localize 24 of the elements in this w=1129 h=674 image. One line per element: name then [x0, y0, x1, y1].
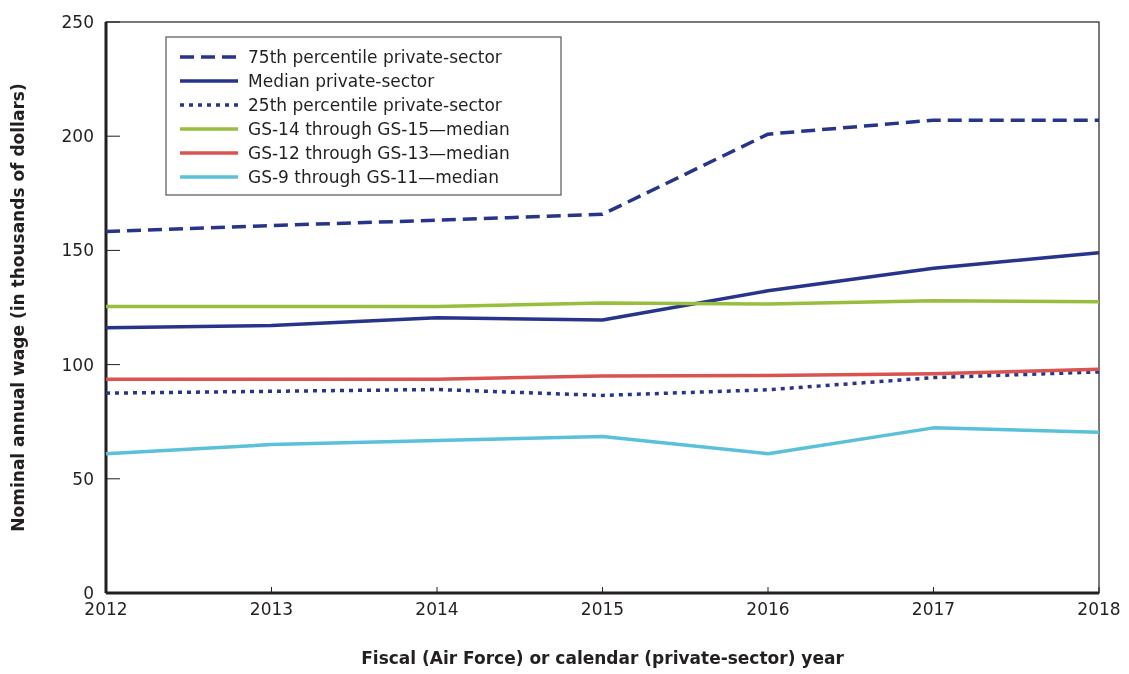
x-tick-label: 2018 [1077, 599, 1121, 619]
legend-label: Median private-sector [248, 70, 435, 91]
y-tick-label: 50 [72, 468, 94, 489]
legend-label: 25th percentile private-sector [248, 94, 502, 115]
line-series [104, 118, 1101, 234]
x-tick-label: 2016 [746, 599, 790, 619]
line-series [104, 426, 1101, 456]
y-tick-label: 150 [61, 240, 94, 261]
x-tick-label: 2014 [415, 599, 459, 619]
x-axis-title: Fiscal (Air Force) or calendar (private-sector) year [361, 648, 845, 668]
legend-label: GS-12 through GS-13—median [248, 142, 510, 163]
x-tick-label: 2013 [249, 599, 294, 619]
y-tick-label: 200 [61, 126, 94, 147]
x-tick-label: 2015 [580, 599, 625, 619]
y-tick-label: 250 [61, 11, 94, 32]
legend-label: GS-9 through GS-11—median [248, 166, 499, 187]
x-tick-label: 2017 [911, 599, 956, 619]
y-axis-title: Nominal annual wage (in thousands of dollars) [8, 83, 28, 532]
line-series [104, 250, 1101, 330]
y-tick-label: 100 [61, 354, 94, 375]
legend-label: GS-14 through GS-15—median [248, 118, 510, 139]
line-series [104, 370, 1101, 398]
line-series [104, 367, 1101, 381]
legend-label: 75th percentile private-sector [248, 46, 502, 67]
